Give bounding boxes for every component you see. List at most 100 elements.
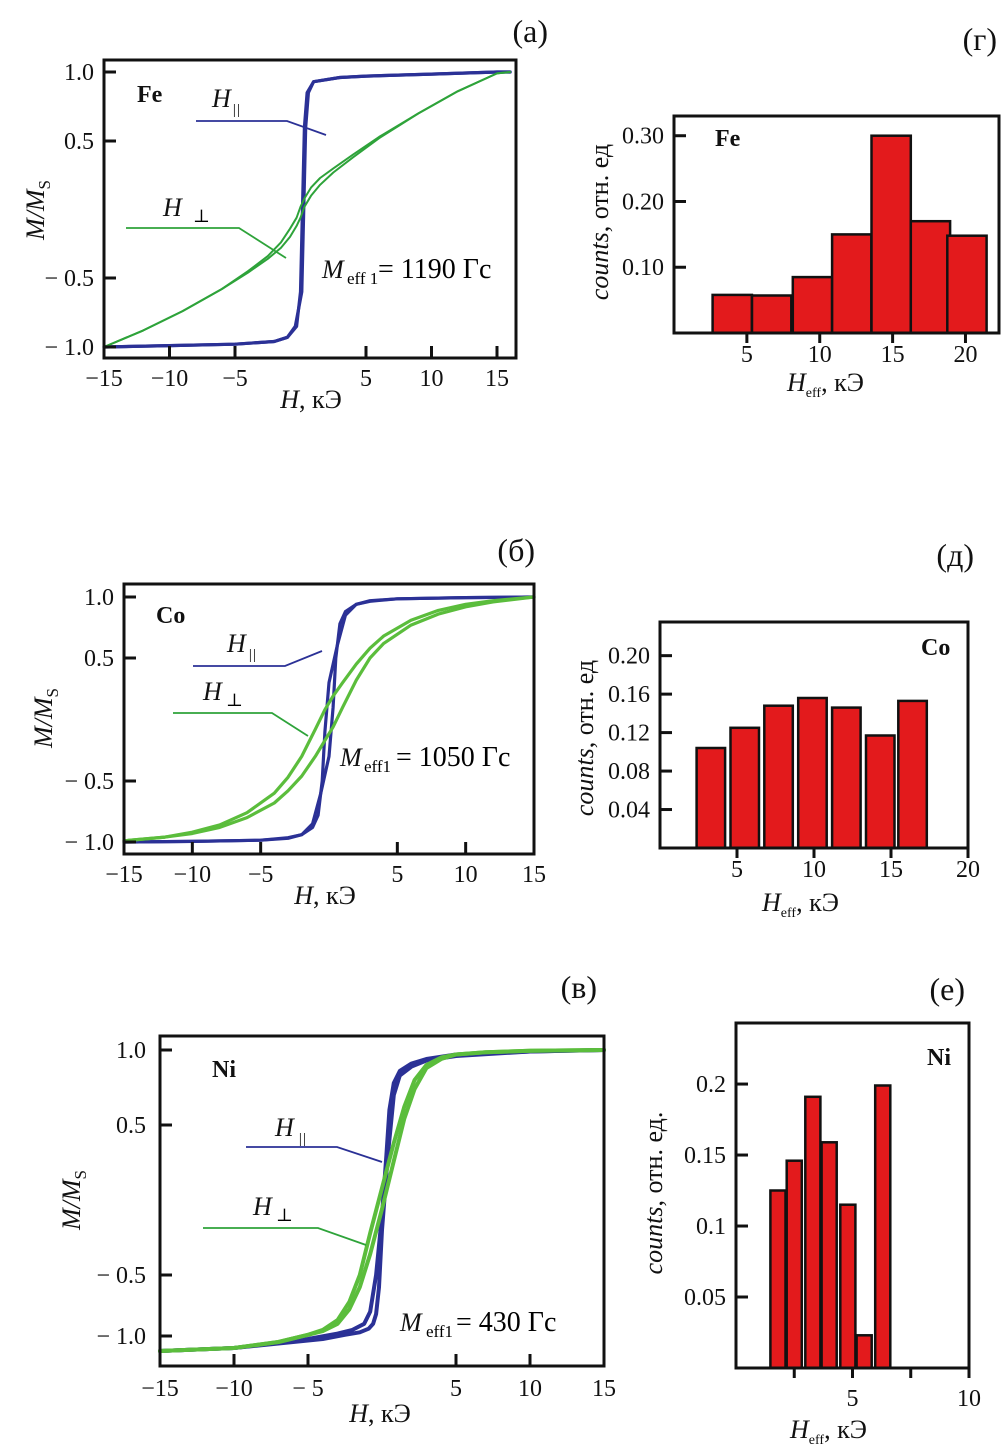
histogram-bar — [830, 233, 873, 335]
element-label-fe-hist: Fe — [715, 126, 741, 152]
y-tick-label: 0.08 — [608, 759, 650, 785]
x-tick-label: 5 — [847, 1386, 859, 1412]
svg-text:counts, отн. ед: counts, отн. ед — [570, 660, 599, 816]
meff-value: = 1050 Гс — [396, 742, 510, 773]
histogram-bar — [804, 1095, 822, 1370]
legend-perpendicular-fe: H ⊥ — [126, 193, 287, 259]
y-tick-label: 0.12 — [608, 721, 650, 747]
y-axis-title-fe: M/MS — [21, 180, 54, 241]
leader-line-perpendicular — [203, 1227, 367, 1246]
meff-var: M — [399, 1308, 423, 1337]
x-axis-unit: , кЭ — [299, 385, 342, 414]
y-tick-label: 0.5 — [64, 129, 94, 155]
legend-parallel-label: H — [274, 1113, 295, 1142]
histogram-bar — [870, 134, 913, 335]
panel-c-ni-hysteresis: (в) Ni 1.0 0.5 − 0.5 − 1.0 −15 −10 − 5 5 10 15 H … — [57, 969, 616, 1428]
y-tick-label: 0.10 — [622, 255, 664, 281]
legend-perpendicular-sub: ⊥ — [193, 206, 210, 226]
y-axis-title-g: counts, отн. ед — [585, 144, 614, 300]
x-axis-sub: eff — [809, 1433, 825, 1447]
histogram-bar — [897, 699, 929, 850]
panel-label-e: (е) — [929, 971, 965, 1007]
element-label-co: Co — [156, 603, 185, 629]
y-axis-title-ni: M/MS — [57, 1170, 90, 1231]
curve-parallel-1 — [158, 1048, 606, 1353]
y-axis-title-co: M/MS — [29, 688, 62, 749]
svg-text:Heff, кЭ: Heff, кЭ — [789, 1415, 867, 1447]
legend-parallel-ni: H || — [246, 1113, 383, 1163]
histogram-bar — [769, 1189, 787, 1370]
histogram-bar — [873, 1084, 892, 1370]
leader-line-parallel — [196, 120, 327, 136]
meff-var: M — [339, 743, 363, 772]
x-tick-label: 10 — [518, 1376, 542, 1402]
legend-parallel-sub: || — [232, 102, 240, 118]
legend-perpendicular-label: H — [202, 677, 223, 706]
x-tick-label: 5 — [360, 366, 372, 392]
y-tick-label: 0.5 — [116, 1113, 146, 1139]
x-tick-label: 10 — [802, 857, 826, 883]
x-axis-sub: eff — [806, 386, 822, 401]
histogram-bar — [729, 726, 761, 850]
x-tick-label: 10 — [454, 862, 478, 888]
x-axis-var: H — [279, 385, 300, 414]
panel-label-d: (д) — [936, 537, 974, 573]
meff-annotation-co: M eff1 = 1050 Гс — [339, 742, 510, 776]
histogram-plot-fe: 0.10 0.20 0.30 5 10 15 20 — [622, 114, 1001, 368]
histogram-bar — [791, 275, 834, 335]
y-axis-unit: , отн. ед. — [639, 1112, 668, 1207]
histogram-bar — [820, 1141, 838, 1370]
element-label-ni: Ni — [212, 1057, 236, 1083]
meff-annotation-ni: M eff1 = 430 Гс — [399, 1307, 556, 1341]
y-tick-label: 0.15 — [684, 1143, 726, 1169]
hysteresis-plot-fe: 1.0 0.5 − 0.5 − 1.0 −15 −10 −5 5 10 15 — [44, 58, 518, 392]
x-axis-var: H — [348, 1399, 369, 1428]
meff-value: = 1190 Гс — [378, 254, 491, 285]
element-label-ni-hist: Ni — [927, 1045, 951, 1071]
svg-text:M/MS: M/MS — [29, 688, 62, 749]
x-axis-var: H — [761, 888, 782, 917]
histogram-bar — [785, 1159, 804, 1370]
x-tick-label: 10 — [957, 1386, 981, 1412]
svg-text:counts, отн. ед.: counts, отн. ед. — [639, 1112, 668, 1275]
x-tick-label: 15 — [522, 862, 546, 888]
leader-line-perpendicular — [126, 227, 287, 259]
y-tick-label: 0.5 — [84, 646, 114, 672]
curve-perpendicular-3 — [122, 595, 536, 843]
histogram-bar — [909, 219, 952, 335]
svg-text:H, кЭ: H, кЭ — [279, 385, 342, 414]
x-axis-var: H — [293, 881, 314, 910]
y-axis-var: counts — [639, 1206, 668, 1274]
x-axis-var: H — [789, 1415, 810, 1444]
meff-sub: eff 1 — [347, 269, 378, 288]
x-axis-var: H — [786, 368, 807, 397]
x-tick-label: 15 — [879, 857, 903, 883]
svg-text:M/MS: M/MS — [21, 180, 54, 241]
panel-d-co-histogram: (д) 0.04 0.08 0.12 0.16 0.20 5 10 15 20 Co count… — [570, 537, 980, 921]
panel-label-c: (в) — [561, 969, 597, 1005]
x-axis-title-d: Heff, кЭ — [761, 888, 839, 921]
plot-frame — [672, 114, 1001, 335]
x-axis-unit: , кЭ — [824, 1415, 867, 1444]
leader-line-perpendicular — [173, 712, 309, 737]
x-tick-label: −10 — [215, 1376, 253, 1402]
curve-perpendicular-3 — [103, 71, 512, 348]
panel-b-co-hysteresis: (б) Co 1.0 0.5 − 0.5 − 1.0 −15 −10 −5 5 10 15 H |… — [29, 532, 546, 910]
panel-a-fe-hysteresis: (a) Fe 1.0 0.5 − 0.5 − 1.0 −15 −10 −5 5 10 15 H |… — [21, 13, 548, 414]
curve-parallel-0 — [122, 595, 536, 844]
panel-label-b: (б) — [497, 532, 535, 568]
x-tick-label: 15 — [881, 342, 905, 368]
plot-frame — [102, 58, 518, 360]
legend-parallel-fe: H || — [196, 84, 327, 136]
panel-label-a: (a) — [512, 13, 548, 49]
legend-parallel-sub: || — [248, 647, 256, 663]
x-axis-sub: eff — [781, 906, 797, 921]
legend-perpendicular-sub: ⊥ — [276, 1205, 293, 1225]
x-tick-label: 5 — [391, 862, 403, 888]
x-axis-title-co: H, кЭ — [293, 881, 356, 910]
legend-parallel-sub: || — [298, 1131, 306, 1147]
x-tick-label: −15 — [105, 862, 143, 888]
legend-parallel-label: H — [226, 629, 247, 658]
x-tick-label: −15 — [85, 366, 123, 392]
